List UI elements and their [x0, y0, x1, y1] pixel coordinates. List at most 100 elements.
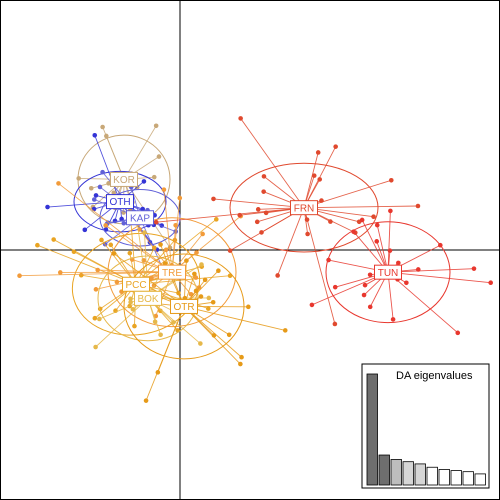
- sample-point: [162, 261, 168, 266]
- star-segment: [171, 197, 181, 273]
- sample-point: [237, 212, 243, 218]
- sample-point: [92, 315, 98, 321]
- sample-point: [104, 133, 109, 139]
- sample-point: [202, 277, 208, 283]
- sample-point: [415, 267, 421, 272]
- label-box: [158, 264, 186, 280]
- sample-point: [255, 207, 261, 212]
- sample-point: [158, 242, 163, 247]
- sample-point: [374, 239, 380, 244]
- sample-point: [149, 275, 154, 281]
- sample-point: [99, 237, 104, 243]
- sample-point: [213, 217, 219, 222]
- sample-point: [282, 328, 288, 333]
- group-name: TUN: [378, 268, 399, 279]
- inertia-ellipse: [71, 232, 201, 336]
- group-label-pcc: PCC: [122, 276, 150, 292]
- sample-point: [155, 370, 161, 375]
- eigenvalue-bar: [462, 471, 474, 486]
- sample-point: [304, 217, 310, 222]
- sample-point: [333, 144, 338, 149]
- sample-point: [239, 354, 244, 360]
- sample-point: [193, 288, 199, 294]
- sample-point: [140, 206, 146, 212]
- sample-point: [151, 174, 157, 180]
- sample-point: [111, 251, 117, 256]
- group-name: FRN: [294, 203, 315, 214]
- star-segment: [163, 189, 173, 273]
- sample-point: [158, 332, 163, 338]
- sample-point: [371, 214, 376, 219]
- group-label-bok: BOK: [134, 290, 162, 306]
- sample-point: [388, 208, 393, 214]
- star-segment: [183, 306, 242, 358]
- sample-point: [305, 231, 310, 237]
- sample-point: [238, 116, 243, 121]
- sample-point: [367, 272, 373, 278]
- sample-point: [103, 223, 108, 228]
- star-segment: [387, 271, 459, 334]
- group-label-frn: FRN: [290, 200, 318, 216]
- sample-point: [311, 173, 317, 178]
- sample-point: [200, 231, 205, 237]
- sample-point: [92, 132, 98, 138]
- sample-point: [246, 304, 251, 310]
- label-box: [374, 264, 402, 280]
- sample-point: [259, 230, 264, 235]
- label-box: [110, 171, 138, 187]
- sample-point: [309, 302, 315, 308]
- group-name: PCC: [125, 280, 146, 291]
- sample-point: [143, 398, 149, 403]
- inertia-ellipse: [229, 162, 379, 253]
- sample-point: [211, 333, 217, 338]
- sample-point: [153, 123, 159, 129]
- sample-point: [471, 266, 477, 271]
- sample-point: [173, 222, 178, 228]
- sample-point: [97, 316, 102, 322]
- sample-point: [71, 249, 77, 255]
- eigenvalue-bar: [426, 466, 438, 486]
- group-label-tun: TUN: [374, 264, 402, 280]
- sample-point: [404, 280, 409, 286]
- group-label-tre: TRE: [158, 264, 186, 280]
- sample-point: [184, 258, 189, 263]
- star-segment: [105, 225, 173, 273]
- group-label-kap: KAP: [126, 210, 154, 226]
- label-box: [106, 194, 134, 210]
- sample-point: [141, 179, 147, 184]
- star-segment: [37, 244, 137, 285]
- sample-point: [206, 306, 211, 311]
- sample-point: [193, 275, 199, 280]
- sample-point: [156, 154, 162, 159]
- star-segment: [94, 135, 121, 202]
- star-segment: [277, 207, 305, 276]
- star-segment: [183, 306, 286, 331]
- sample-point: [76, 176, 81, 181]
- sample-point: [332, 284, 338, 290]
- sample-point: [127, 250, 133, 256]
- group-name: KAP: [130, 213, 150, 224]
- sample-point: [210, 299, 216, 305]
- sample-point: [317, 177, 323, 182]
- sample-point: [91, 197, 97, 202]
- star-segment: [58, 183, 173, 273]
- star-segment: [145, 306, 185, 401]
- sample-point: [227, 248, 233, 253]
- inertia-ellipse: [123, 253, 245, 360]
- sample-point: [93, 287, 99, 292]
- sample-point: [91, 206, 97, 212]
- group-name: KOR: [113, 175, 135, 186]
- sample-point: [114, 279, 120, 285]
- sample-point: [56, 181, 61, 186]
- sample-point: [328, 219, 333, 224]
- sample-point: [111, 190, 117, 196]
- label-box: [134, 290, 162, 306]
- star-segment: [95, 298, 149, 348]
- eigenvalue-inset: DA eigenvalues: [361, 363, 490, 489]
- star-segment: [387, 271, 491, 284]
- sample-point: [35, 242, 40, 248]
- group-label-otr: OTR: [170, 298, 198, 314]
